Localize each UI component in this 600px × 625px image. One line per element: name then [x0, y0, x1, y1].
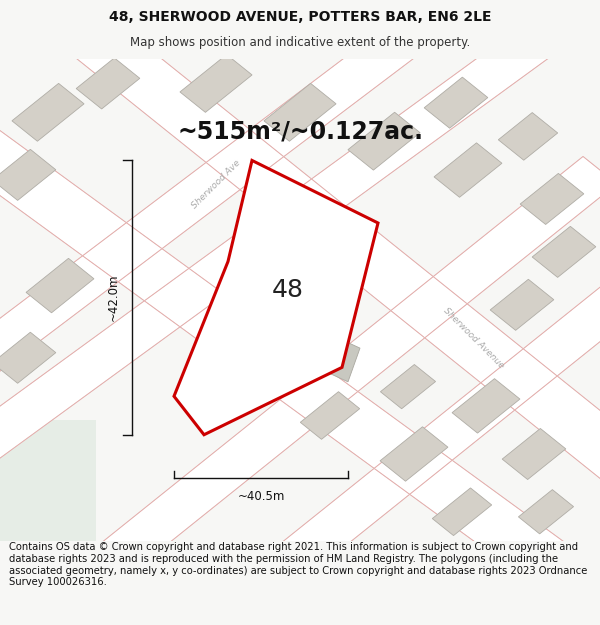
Polygon shape	[264, 83, 336, 141]
Polygon shape	[301, 392, 359, 439]
Polygon shape	[26, 258, 94, 312]
Text: 48: 48	[272, 278, 304, 302]
Polygon shape	[12, 83, 84, 141]
Polygon shape	[499, 112, 557, 160]
Polygon shape	[306, 329, 360, 382]
Polygon shape	[452, 379, 520, 433]
Polygon shape	[258, 252, 312, 309]
Polygon shape	[69, 18, 600, 509]
Polygon shape	[424, 77, 488, 128]
Text: ~42.0m: ~42.0m	[107, 274, 120, 321]
Polygon shape	[174, 161, 378, 435]
Text: Sherwood Ave: Sherwood Ave	[190, 158, 242, 211]
Polygon shape	[0, 0, 600, 468]
Polygon shape	[380, 364, 436, 409]
Text: ~40.5m: ~40.5m	[238, 490, 284, 503]
Polygon shape	[180, 54, 252, 112]
Polygon shape	[271, 214, 600, 578]
Text: Contains OS data © Crown copyright and database right 2021. This information is : Contains OS data © Crown copyright and d…	[9, 542, 587, 587]
Polygon shape	[532, 226, 596, 278]
Polygon shape	[0, 420, 96, 541]
Polygon shape	[76, 58, 140, 109]
Polygon shape	[0, 59, 600, 541]
Polygon shape	[502, 429, 566, 479]
Polygon shape	[490, 279, 554, 331]
Text: ~515m²/~0.127ac.: ~515m²/~0.127ac.	[177, 119, 423, 144]
Polygon shape	[434, 143, 502, 198]
Polygon shape	[348, 112, 420, 170]
Polygon shape	[0, 149, 56, 201]
Polygon shape	[0, 0, 508, 381]
Polygon shape	[518, 489, 574, 534]
Polygon shape	[0, 123, 600, 625]
Polygon shape	[0, 332, 56, 383]
Text: Sherwood Avenue: Sherwood Avenue	[442, 306, 506, 371]
Polygon shape	[433, 488, 491, 536]
Polygon shape	[380, 427, 448, 481]
Text: 48, SHERWOOD AVENUE, POTTERS BAR, EN6 2LE: 48, SHERWOOD AVENUE, POTTERS BAR, EN6 2L…	[109, 9, 491, 24]
Text: Map shows position and indicative extent of the property.: Map shows position and indicative extent…	[130, 36, 470, 49]
Polygon shape	[91, 156, 600, 578]
Polygon shape	[520, 173, 584, 224]
